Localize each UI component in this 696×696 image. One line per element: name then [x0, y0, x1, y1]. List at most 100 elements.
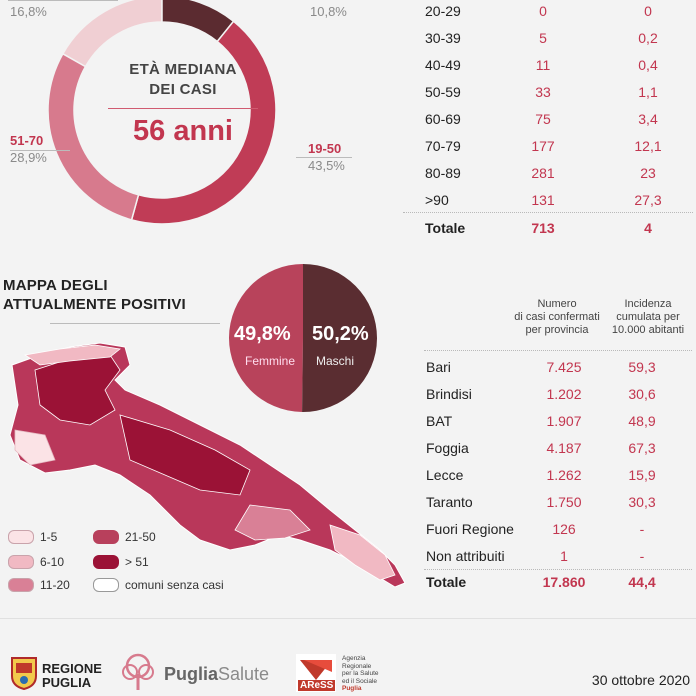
legend-label-11-20: 11-20 — [40, 578, 70, 592]
province-table-top-divider — [424, 350, 692, 351]
taranto-mid-area — [234, 504, 311, 541]
male-pct: 50,2% — [312, 323, 369, 345]
map-title-line2: ATTUALMENTE POSITIVI — [3, 296, 186, 313]
map-title-leader — [50, 323, 220, 324]
age-table-row: 40-49 11 0,4 — [403, 52, 693, 79]
bari-dark-area — [119, 414, 251, 496]
legend-swatch-1-5 — [8, 530, 34, 544]
puglia-map — [9, 342, 406, 588]
age-table-row: 60-69 75 3,4 — [403, 106, 693, 133]
age-table-row: 30-39 5 0,2 — [403, 25, 693, 52]
province-cases: 1.262 — [546, 467, 582, 483]
female-label: Femmine — [245, 354, 296, 368]
province-incidence: 30,6 — [628, 386, 656, 402]
age-lethality: 0,2 — [638, 30, 658, 46]
province-name: Bari — [426, 359, 451, 375]
age-cases: 177 — [531, 138, 555, 154]
aress-line3: per la Salute — [342, 670, 379, 677]
province-incidence: 59,3 — [628, 359, 656, 375]
legend-swatch-6-10 — [8, 555, 34, 569]
province-incidence: - — [639, 548, 645, 564]
map-title-line1: MAPPA DEGLI — [3, 277, 108, 294]
male-label: Maschi — [316, 354, 355, 368]
age-table-row: 80-89 281 23 — [403, 160, 693, 187]
province-table-total-divider — [424, 569, 692, 570]
province-cases: 126 — [552, 521, 576, 537]
footer-divider — [0, 618, 696, 619]
province-cases: 1 — [560, 548, 568, 564]
province-incidence: 30,3 — [628, 494, 656, 510]
age-table-row: 50-59 33 1,1 — [403, 79, 693, 106]
donut-line-19-50 — [296, 157, 352, 158]
donut-range-51-70: 51-70 — [10, 133, 44, 148]
gender-pie-chart — [228, 264, 377, 412]
map-title: MAPPA DEGLI ATTUALMENTE POSITIVI — [3, 276, 186, 314]
age-donut-chart — [47, 0, 277, 225]
regione-puglia-logo-text: REGIONE PUGLIA — [42, 662, 102, 690]
median-age-value: 56 anni — [133, 115, 233, 147]
province-incidence: - — [639, 521, 645, 537]
legend-swatch-11-20 — [8, 578, 34, 592]
age-table-row: 70-79 177 12,1 — [403, 133, 693, 160]
puglia-salute-logo-text: PugliaSalute — [164, 664, 269, 685]
age-table-total-row: Totale 713 4 — [403, 215, 693, 242]
province-name: Brindisi — [426, 386, 472, 402]
female-pct: 49,8% — [234, 323, 291, 345]
province-incidence: 48,9 — [628, 413, 656, 429]
age-range: 60-69 — [425, 111, 461, 127]
age-cases: 5 — [539, 30, 547, 46]
age-table-total-divider — [403, 212, 693, 213]
gender-slice-male — [302, 264, 377, 412]
age-range: 20-29 — [425, 3, 461, 19]
donut-label-19-50: 19-50 43,5% — [308, 140, 345, 174]
province-table-total-row: Totale 17.860 44,4 — [424, 569, 692, 596]
legend-label-21-50: 21-50 — [125, 530, 156, 544]
legend-label-1-5: 1-5 — [40, 530, 58, 544]
donut-range-19-50: 19-50 — [308, 141, 342, 156]
aress-line5: Puglia — [342, 685, 362, 692]
age-lethality: 27,3 — [634, 192, 662, 208]
province-cases: 1.907 — [546, 413, 582, 429]
header-cases-line3: per provincia — [525, 324, 589, 336]
province-name: BAT — [426, 413, 453, 429]
legend-label-6-10: 6-10 — [40, 555, 65, 569]
age-cases: 75 — [535, 111, 551, 127]
aress-line1: Agenzia — [342, 655, 366, 662]
donut-line-51-70 — [10, 150, 70, 151]
age-lethality: 0 — [644, 3, 652, 19]
donut-pct-top-right: 10,8% — [310, 4, 347, 19]
logo2-part1: Puglia — [164, 664, 219, 684]
aress-line4: ed il Sociale — [342, 677, 378, 685]
donut-title-line2: DEI CASI — [149, 81, 217, 98]
province-table-row: Bari 7.425 59,3 — [424, 354, 692, 381]
legend-label-no-cases: comuni senza casi — [125, 578, 224, 592]
province-header-incidence: Incidenza cumulata per 10.000 abitanti — [600, 298, 696, 337]
aress-logo-text: Agenzia Regionale per la Salute ed il So… — [342, 655, 379, 693]
province-total-incidence: 44,4 — [628, 574, 656, 590]
age-table-row: 20-29 0 0 — [403, 0, 693, 25]
age-cases: 33 — [535, 84, 551, 100]
province-table: Bari 7.425 59,3 Brindisi 1.202 30,6 BAT 1.907 48… — [424, 350, 692, 600]
foggia-light-area — [14, 429, 56, 466]
age-range: 70-79 — [425, 138, 461, 154]
province-table-row: Non attribuiti 1 - — [424, 543, 692, 570]
donut-label-top-left: 16,8% — [10, 4, 47, 19]
province-table-row: Taranto 1.750 30,3 — [424, 489, 692, 516]
province-table-row: Fuori Regione 126 - — [424, 516, 692, 543]
province-incidence: 67,3 — [628, 440, 656, 456]
header-inc-line3: 10.000 abitanti — [611, 324, 685, 336]
donut-label-top-right: 10,8% — [310, 4, 347, 19]
salento-light-area — [329, 524, 396, 581]
donut-slice-51-70 — [47, 52, 140, 221]
age-lethality: 1,1 — [638, 84, 658, 100]
age-range: 80-89 — [425, 165, 461, 181]
age-lethality: 12,1 — [634, 138, 662, 154]
province-name: Lecce — [426, 467, 464, 483]
donut-line-top-left — [8, 0, 118, 1]
province-name: Foggia — [426, 440, 469, 456]
province-cases: 4.187 — [546, 440, 582, 456]
province-cases: 1.750 — [546, 494, 582, 510]
age-table: 20-29 0 0 30-39 5 0,2 40-49 11 0,4 50-59 33 1,1 60-6… — [403, 0, 693, 245]
age-range: 40-49 — [425, 57, 461, 73]
province-name: Fuori Regione — [426, 521, 514, 537]
